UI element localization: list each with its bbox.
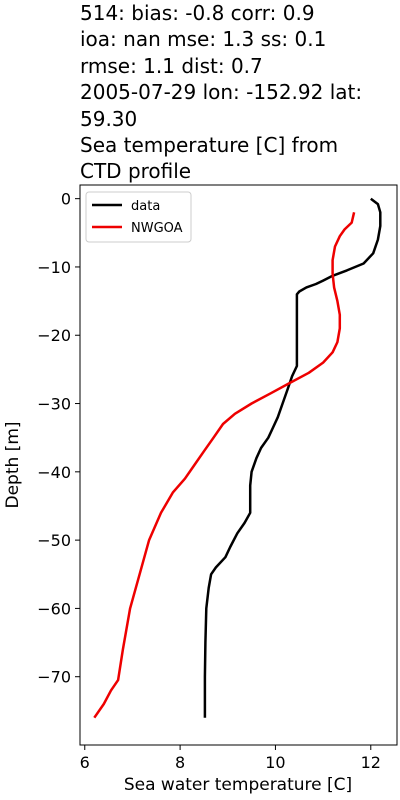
plot-frame xyxy=(79,184,398,746)
title-line-1: 514: bias: -0.8 corr: 0.9 xyxy=(80,1,315,25)
series-line-data xyxy=(203,197,382,718)
title-line-4: 2005-07-29 lon: -152.92 lat: xyxy=(80,80,363,105)
title-line-7: CTD profile xyxy=(80,159,192,184)
y-tick-label: −30 xyxy=(37,395,71,414)
chart-title: 514: bias: -0.8 corr: 0.9 ioa: nan mse: … xyxy=(80,0,400,185)
x-axis-label: Sea water temperature [C] xyxy=(124,775,352,795)
x-tick-label: 10 xyxy=(265,753,285,772)
y-tick-label: −40 xyxy=(37,463,71,482)
title-line-2: ioa: nan mse: 1.3 ss: 0.1 xyxy=(80,27,327,52)
x-tick-label: 6 xyxy=(80,753,90,772)
title-line-5: 59.30 xyxy=(80,106,138,131)
series-layer xyxy=(93,197,382,719)
title-line-6: Sea temperature [C] from xyxy=(80,133,339,158)
legend: data NWGOA xyxy=(85,191,192,243)
legend-label-data: data xyxy=(131,199,160,214)
legend-label-nwgoa: NWGOA xyxy=(131,221,183,236)
y-tick-label: −10 xyxy=(37,258,71,277)
series-line-nwgoa xyxy=(93,212,356,719)
x-tick-label: 8 xyxy=(175,753,185,772)
y-tick-label: −50 xyxy=(37,531,71,550)
x-axis: 6 8 10 12 xyxy=(80,745,381,772)
y-tick-label: −60 xyxy=(37,599,71,618)
y-tick-label: −20 xyxy=(37,326,71,345)
y-tick-label: −70 xyxy=(37,668,71,687)
y-tick-label: 0 xyxy=(61,190,71,209)
title-line-3: rmse: 1.1 dist: 0.7 xyxy=(80,53,263,78)
y-axis: 0 −10 −20 −30 −40 −50 −60 −70 xyxy=(37,190,80,687)
y-axis-label: Depth [m] xyxy=(3,421,23,508)
x-tick-label: 12 xyxy=(361,753,381,772)
